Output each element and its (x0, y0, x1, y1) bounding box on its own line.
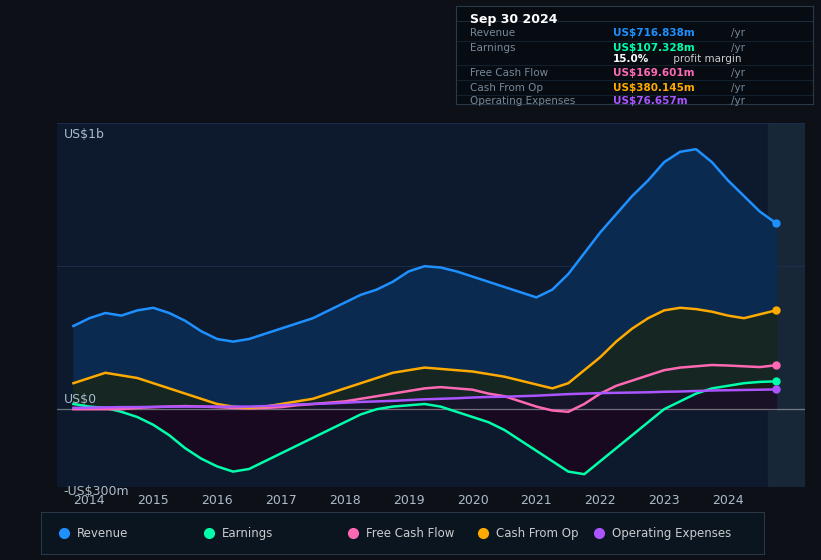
Text: US$1b: US$1b (64, 128, 105, 141)
Text: profit margin: profit margin (670, 54, 741, 63)
Text: Cash From Op: Cash From Op (470, 83, 543, 93)
Text: Operating Expenses: Operating Expenses (470, 96, 576, 106)
Text: US$0: US$0 (64, 393, 97, 406)
Text: /yr: /yr (731, 43, 745, 53)
Bar (768, 123, 805, 487)
Text: Operating Expenses: Operating Expenses (612, 527, 731, 540)
Text: Sep 30 2024: Sep 30 2024 (470, 13, 557, 26)
Text: 15.0%: 15.0% (612, 54, 649, 63)
Text: /yr: /yr (731, 68, 745, 78)
Text: US$380.145m: US$380.145m (612, 83, 695, 93)
Text: -US$300m: -US$300m (64, 484, 130, 498)
Text: US$76.657m: US$76.657m (612, 96, 687, 106)
Text: US$107.328m: US$107.328m (612, 43, 695, 53)
Text: Free Cash Flow: Free Cash Flow (470, 68, 548, 78)
Text: /yr: /yr (731, 28, 745, 38)
Text: Free Cash Flow: Free Cash Flow (366, 527, 455, 540)
Text: Revenue: Revenue (77, 527, 129, 540)
Text: Earnings: Earnings (470, 43, 516, 53)
Text: /yr: /yr (731, 83, 745, 93)
Text: US$716.838m: US$716.838m (612, 28, 695, 38)
Text: Cash From Op: Cash From Op (496, 527, 579, 540)
Text: Earnings: Earnings (222, 527, 273, 540)
Text: Revenue: Revenue (470, 28, 515, 38)
Text: /yr: /yr (731, 96, 745, 106)
Text: US$169.601m: US$169.601m (612, 68, 695, 78)
